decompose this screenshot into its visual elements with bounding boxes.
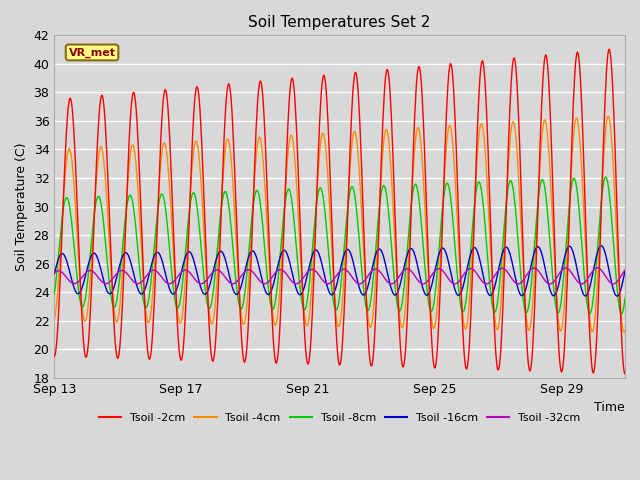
Title: Soil Temperatures Set 2: Soil Temperatures Set 2 (248, 15, 431, 30)
Legend: Tsoil -2cm, Tsoil -4cm, Tsoil -8cm, Tsoil -16cm, Tsoil -32cm: Tsoil -2cm, Tsoil -4cm, Tsoil -8cm, Tsoi… (95, 408, 585, 427)
Text: VR_met: VR_met (68, 48, 116, 58)
X-axis label: Time: Time (595, 401, 625, 414)
Y-axis label: Soil Temperature (C): Soil Temperature (C) (15, 143, 28, 271)
